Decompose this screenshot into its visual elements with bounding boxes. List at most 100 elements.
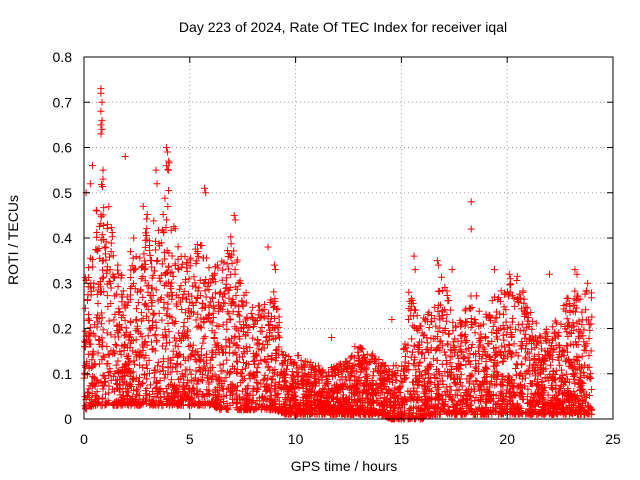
data-point <box>557 366 565 374</box>
data-point <box>223 247 231 255</box>
data-point <box>444 330 452 338</box>
data-point <box>223 318 231 326</box>
data-point <box>563 315 571 323</box>
data-point <box>515 299 523 307</box>
data-point <box>272 346 280 354</box>
data-point <box>83 296 91 304</box>
data-point <box>114 261 122 269</box>
data-point <box>85 273 93 281</box>
data-point <box>201 184 209 192</box>
data-point <box>212 350 220 358</box>
x-tick-label: 5 <box>186 431 194 447</box>
data-point <box>155 309 163 317</box>
data-point <box>110 274 118 282</box>
data-point <box>447 306 455 314</box>
data-point <box>177 298 185 306</box>
data-point <box>166 338 174 346</box>
data-point <box>132 336 140 344</box>
data-point <box>488 328 496 336</box>
y-axis-label: ROTI / TECUs <box>5 195 21 285</box>
data-point <box>184 376 192 384</box>
data-point <box>150 311 158 319</box>
data-point <box>156 277 164 285</box>
data-point <box>140 250 148 258</box>
data-point <box>222 335 230 343</box>
data-point <box>511 302 519 310</box>
data-point <box>98 125 106 133</box>
data-point <box>495 294 503 302</box>
data-point <box>265 321 273 329</box>
data-point <box>295 384 303 392</box>
data-point <box>168 279 176 287</box>
data-point <box>132 265 140 273</box>
data-point <box>116 308 124 316</box>
data-point <box>141 243 149 251</box>
data-point <box>411 266 419 274</box>
data-point <box>162 345 170 353</box>
data-point <box>434 261 442 269</box>
data-point <box>447 386 455 394</box>
data-point <box>230 211 238 219</box>
data-point <box>457 332 465 340</box>
data-point <box>262 387 270 395</box>
data-point <box>98 320 106 328</box>
data-point <box>98 231 106 239</box>
data-point <box>509 314 517 322</box>
data-point <box>111 292 119 300</box>
data-point <box>523 348 531 356</box>
data-point <box>194 248 202 256</box>
data-point <box>141 301 149 309</box>
data-point <box>467 225 475 233</box>
data-point <box>461 307 469 315</box>
data-point <box>504 372 512 380</box>
data-point <box>99 256 107 264</box>
data-point <box>100 204 108 212</box>
data-point <box>272 357 280 365</box>
data-point <box>232 383 240 391</box>
data-point <box>181 309 189 317</box>
data-point <box>105 389 113 397</box>
data-point <box>93 290 101 298</box>
data-point <box>99 266 107 274</box>
data-point <box>522 303 530 311</box>
data-point <box>527 308 535 316</box>
data-point <box>86 254 94 262</box>
data-point <box>109 385 117 393</box>
data-point <box>549 356 557 364</box>
data-point <box>81 304 89 312</box>
data-point <box>522 330 530 338</box>
data-point <box>144 332 152 340</box>
data-point <box>151 237 159 245</box>
data-point <box>136 287 144 295</box>
data-point <box>380 393 388 401</box>
data-point <box>155 274 163 282</box>
data-point <box>408 335 416 343</box>
data-point <box>139 293 147 301</box>
data-point <box>433 257 441 265</box>
data-point <box>436 316 444 324</box>
data-point <box>167 376 175 384</box>
data-point <box>111 341 119 349</box>
data-point <box>141 236 149 244</box>
data-point <box>233 357 241 365</box>
data-point <box>160 282 168 290</box>
data-point <box>498 342 506 350</box>
data-point <box>98 274 106 282</box>
data-point <box>522 353 530 361</box>
data-point <box>222 342 230 350</box>
data-point <box>420 354 428 362</box>
data-point <box>104 220 112 228</box>
data-point <box>190 309 198 317</box>
data-point <box>97 89 105 97</box>
data-point <box>114 283 122 291</box>
data-point <box>170 334 178 342</box>
data-point <box>420 314 428 322</box>
data-point <box>236 312 244 320</box>
data-point <box>388 315 396 323</box>
data-point <box>133 316 141 324</box>
data-point <box>441 283 449 291</box>
data-point <box>257 356 265 364</box>
data-point <box>235 279 243 287</box>
data-point <box>173 359 181 367</box>
